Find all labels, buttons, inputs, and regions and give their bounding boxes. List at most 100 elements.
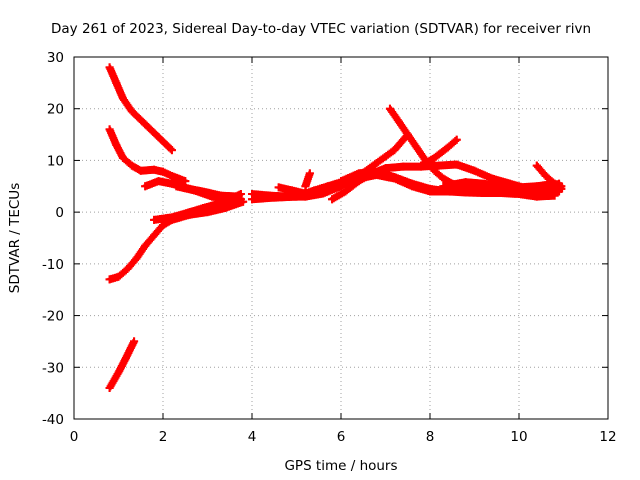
data-point xyxy=(541,171,550,180)
data-point xyxy=(190,186,199,195)
data-point xyxy=(385,104,394,113)
y-tick-label: -40 xyxy=(42,412,64,428)
data-point xyxy=(390,172,399,181)
data-point xyxy=(354,169,363,178)
data-point xyxy=(172,182,181,191)
data-point xyxy=(354,177,363,186)
x-tick-label: 10 xyxy=(510,429,527,445)
data-point xyxy=(236,195,245,204)
y-tick-label: -10 xyxy=(42,257,64,273)
data-point xyxy=(118,94,127,103)
data-point xyxy=(412,143,421,152)
data-point xyxy=(532,161,541,170)
data-point xyxy=(323,182,332,191)
x-axis-label: GPS time / hours xyxy=(284,458,397,474)
series-markers xyxy=(105,337,139,392)
data-point xyxy=(274,183,283,192)
data-point xyxy=(341,187,350,196)
data-point xyxy=(439,174,448,183)
data-point xyxy=(288,186,297,195)
data-point xyxy=(532,192,541,201)
series-track-4 xyxy=(105,337,139,392)
data-point xyxy=(112,78,121,87)
data-point xyxy=(270,193,279,202)
series-track-11 xyxy=(301,169,314,191)
data-point xyxy=(443,143,452,152)
data-point xyxy=(123,265,132,274)
data-point xyxy=(105,383,114,392)
data-point xyxy=(328,195,337,204)
y-tick-label: 20 xyxy=(47,102,64,118)
data-point xyxy=(515,183,523,192)
y-axis-label: SDTVAR / TECUs xyxy=(7,183,23,293)
data-point xyxy=(167,213,176,222)
data-point xyxy=(150,231,159,240)
grid xyxy=(74,57,608,419)
data-point xyxy=(337,177,345,186)
data-point xyxy=(130,337,139,346)
data-point xyxy=(301,189,310,198)
series-track-15 xyxy=(337,167,559,201)
data-point xyxy=(141,182,150,191)
x-tick-label: 6 xyxy=(337,429,346,445)
data-point xyxy=(159,167,167,176)
y-tick-label: 10 xyxy=(47,153,64,169)
data-point xyxy=(150,165,159,174)
series-markers xyxy=(105,125,190,186)
series-track-17 xyxy=(532,161,566,193)
x-tick-label: 4 xyxy=(248,429,257,445)
data-point xyxy=(394,117,403,126)
data-point xyxy=(221,204,230,213)
y-tick-label: 30 xyxy=(47,50,64,66)
data-point xyxy=(154,177,163,186)
y-tick-labels: -40 -30 -20 -10 0 10 20 30 xyxy=(42,50,64,428)
data-point xyxy=(515,190,523,199)
series-track-7 xyxy=(172,182,245,204)
data-point xyxy=(105,63,114,72)
data-point xyxy=(532,182,541,191)
data-point xyxy=(310,186,319,195)
data-point xyxy=(141,241,150,250)
series-track-5 xyxy=(150,190,245,224)
data-point xyxy=(399,162,408,171)
data-point xyxy=(403,130,412,139)
series-track-14 xyxy=(417,135,461,170)
data-point xyxy=(154,133,163,142)
data-point xyxy=(550,179,559,188)
x-tick-label: 12 xyxy=(599,429,616,445)
data-point xyxy=(199,204,208,213)
data-point xyxy=(112,140,121,149)
data-point xyxy=(479,189,488,198)
data-point xyxy=(452,160,461,169)
data-point xyxy=(439,182,448,191)
data-point xyxy=(118,153,127,162)
series-track-2 xyxy=(105,125,190,186)
data-point xyxy=(167,146,176,155)
data-point xyxy=(127,161,136,170)
data-point xyxy=(114,368,123,377)
data-point xyxy=(127,107,136,116)
data-point xyxy=(167,179,176,188)
data-point xyxy=(461,188,470,197)
data-point xyxy=(121,355,130,364)
data-point xyxy=(248,195,256,204)
data-point xyxy=(225,195,234,204)
data-point xyxy=(479,179,488,188)
data-point xyxy=(550,191,559,200)
data-point xyxy=(497,182,506,191)
data-point xyxy=(141,120,150,129)
data-point xyxy=(497,189,506,198)
data-point xyxy=(470,166,479,175)
data-point xyxy=(212,200,221,209)
data-point xyxy=(557,184,566,193)
y-tick-label: -20 xyxy=(42,309,64,325)
data-point xyxy=(434,161,443,170)
data-series xyxy=(105,63,566,392)
series-track-1 xyxy=(105,63,176,155)
data-point xyxy=(417,161,426,170)
series-track-10 xyxy=(274,178,345,198)
data-point xyxy=(114,272,123,281)
x-tick-labels: 0 2 4 6 8 10 12 xyxy=(70,429,617,445)
y-tick-label: -30 xyxy=(42,360,64,376)
data-point xyxy=(426,184,434,193)
